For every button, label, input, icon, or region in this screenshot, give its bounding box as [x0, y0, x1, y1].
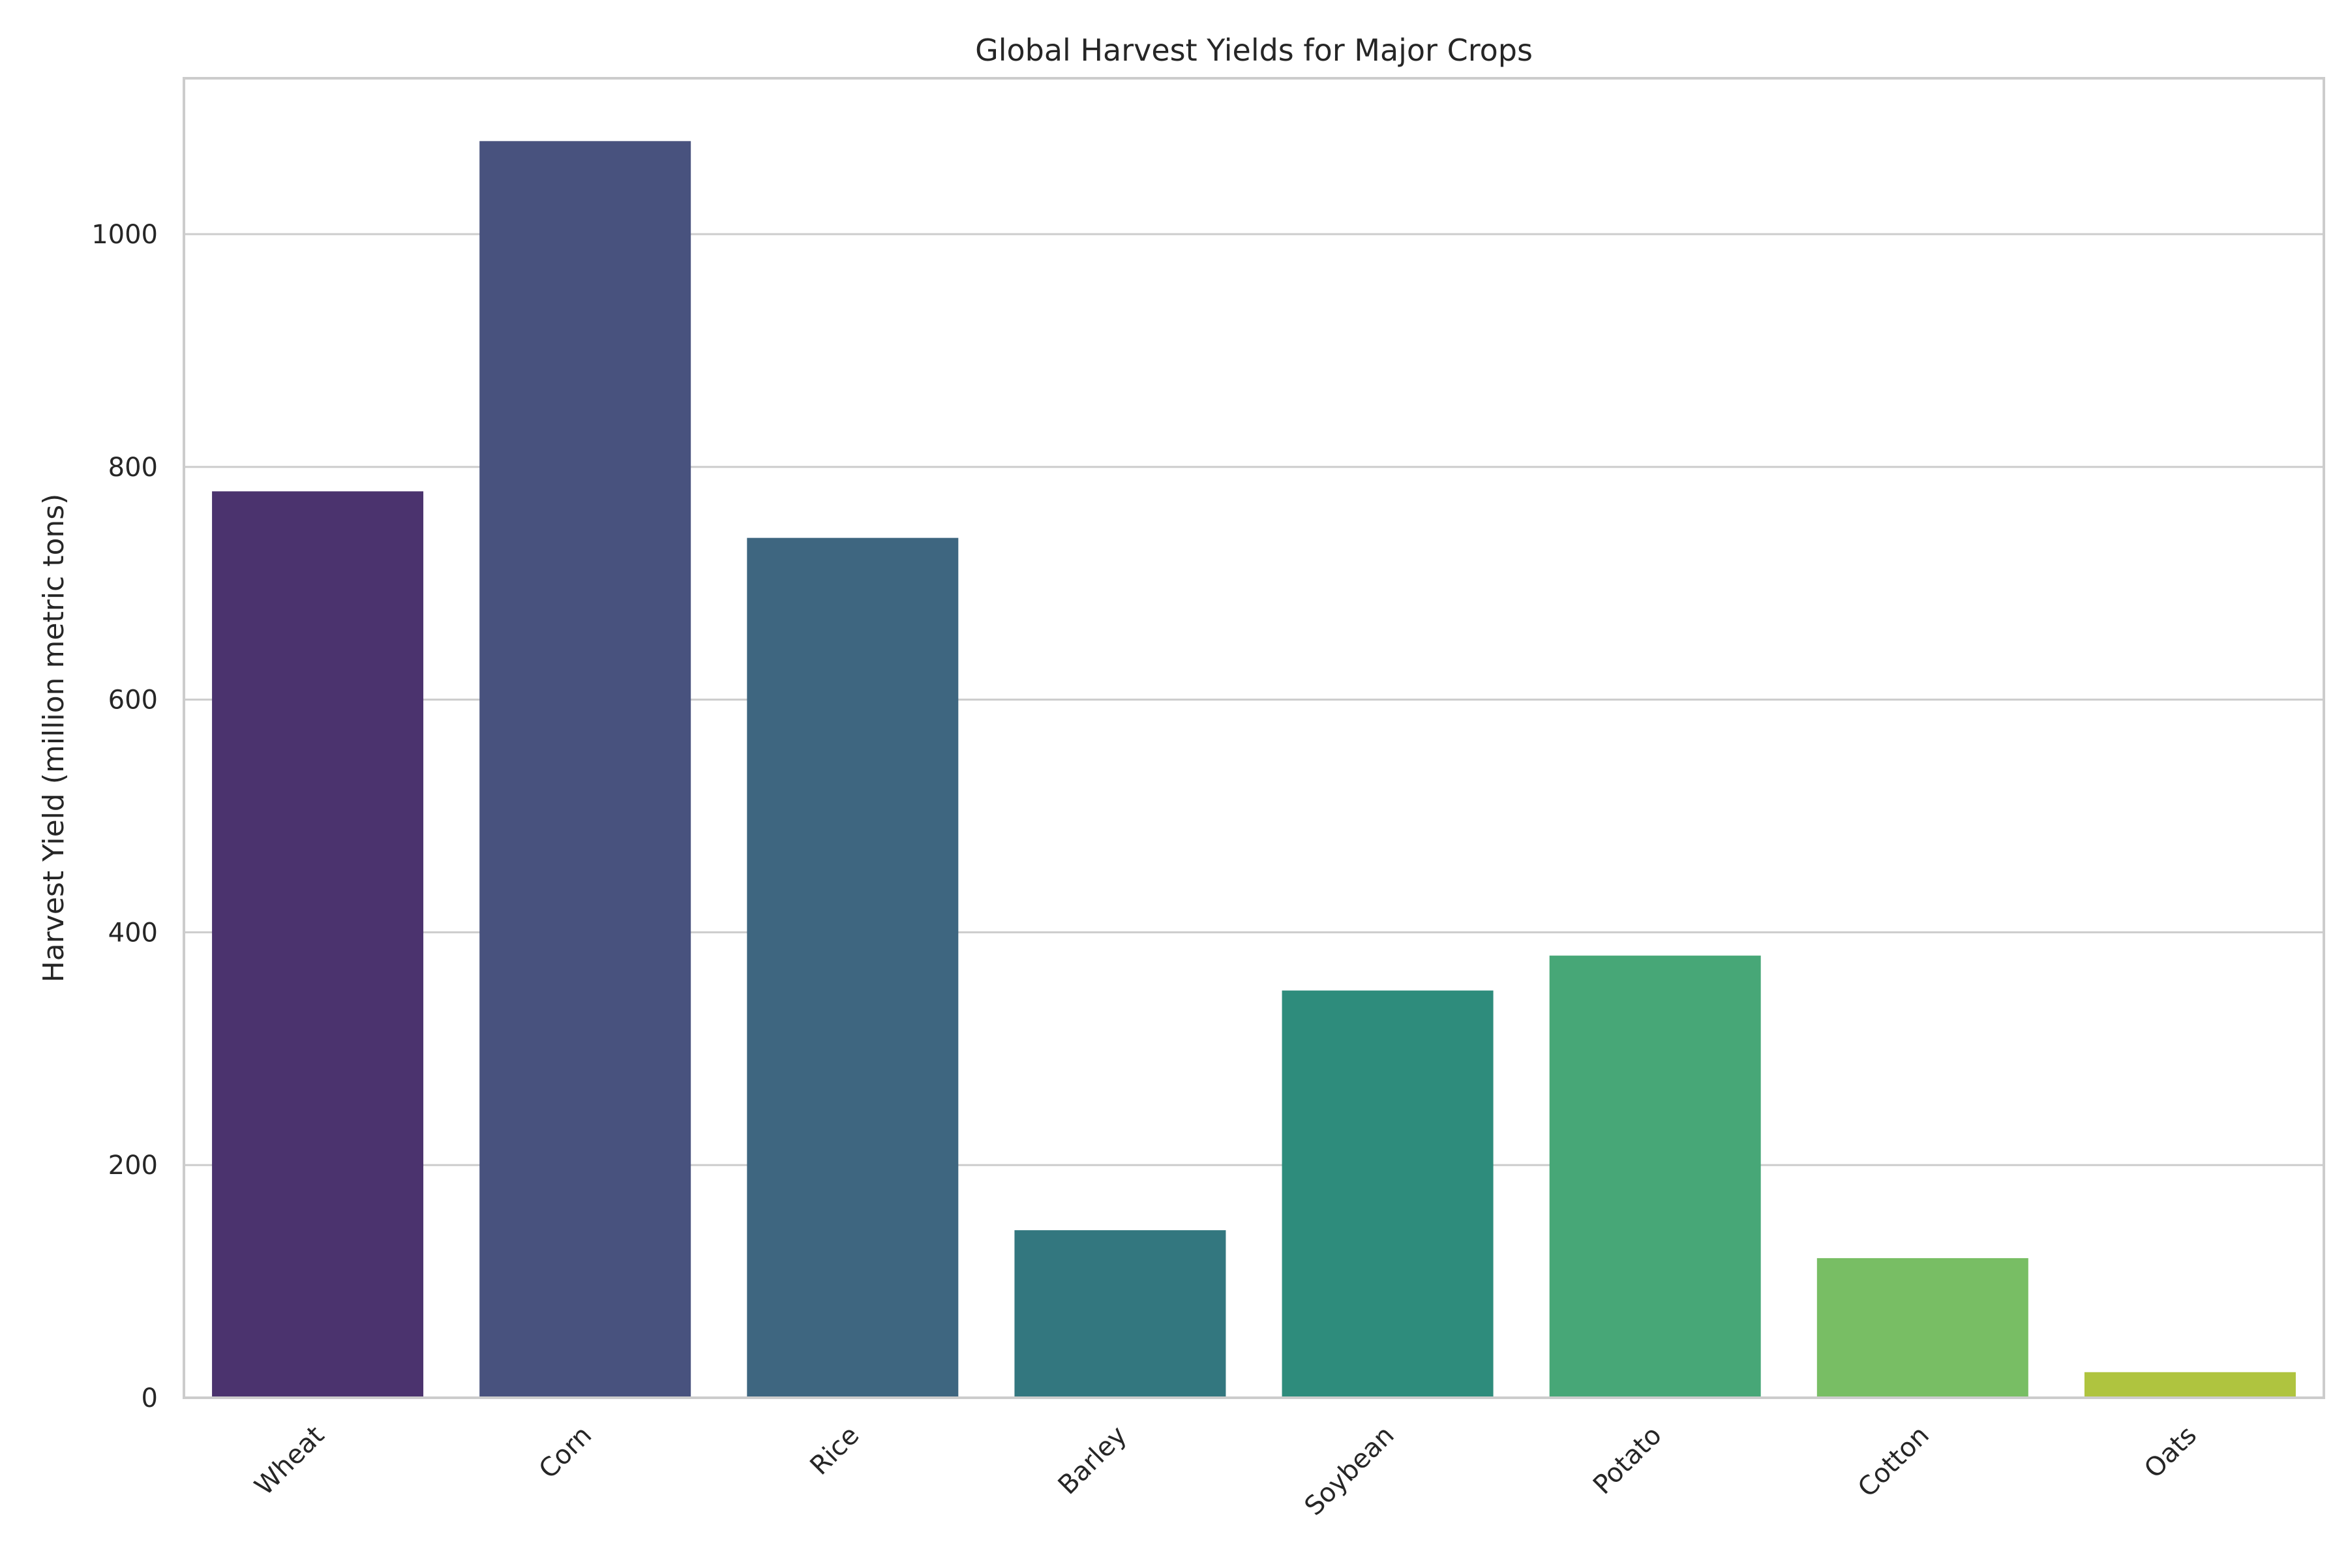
x-tick-label: Wheat — [249, 1421, 330, 1501]
bar-soybean — [1282, 990, 1494, 1398]
bar-potato — [1549, 956, 1761, 1398]
plot-frame — [183, 77, 2325, 1399]
bar-corn — [479, 141, 691, 1398]
y-tick-label: 200 — [108, 1151, 158, 1181]
bar-barley — [1014, 1230, 1226, 1398]
y-axis-label: Harvest Yield (million metric tons) — [37, 494, 70, 983]
y-tick-label: 600 — [108, 686, 158, 716]
x-tick-label: Barley — [1053, 1421, 1133, 1501]
x-tick-label: Corn — [534, 1421, 598, 1485]
y-tick-label: 1000 — [91, 220, 158, 250]
y-tick-labels: 0 200 400 600 800 1000 — [91, 220, 158, 1413]
chart-title: Global Harvest Yields for Major Crops — [975, 33, 1533, 68]
x-tick-label: Rice — [804, 1421, 865, 1481]
x-tick-label: Oats — [2139, 1421, 2203, 1485]
y-tick-label: 400 — [108, 918, 158, 948]
x-tick-label: Potato — [1588, 1421, 1668, 1501]
bar-wheat — [212, 491, 424, 1398]
y-tick-label: 800 — [108, 453, 158, 483]
x-tick-label: Cotton — [1852, 1421, 1935, 1503]
x-tick-labels: Wheat Corn Rice Barley Soybean Potato Cotton Oa… — [249, 1421, 2203, 1522]
bar-cotton — [1816, 1258, 2028, 1398]
bar-oats — [2084, 1372, 2296, 1398]
bars — [212, 141, 2296, 1398]
bar-rice — [747, 537, 959, 1398]
y-tick-label: 0 — [142, 1383, 158, 1413]
x-tick-label: Soybean — [1299, 1421, 1400, 1522]
